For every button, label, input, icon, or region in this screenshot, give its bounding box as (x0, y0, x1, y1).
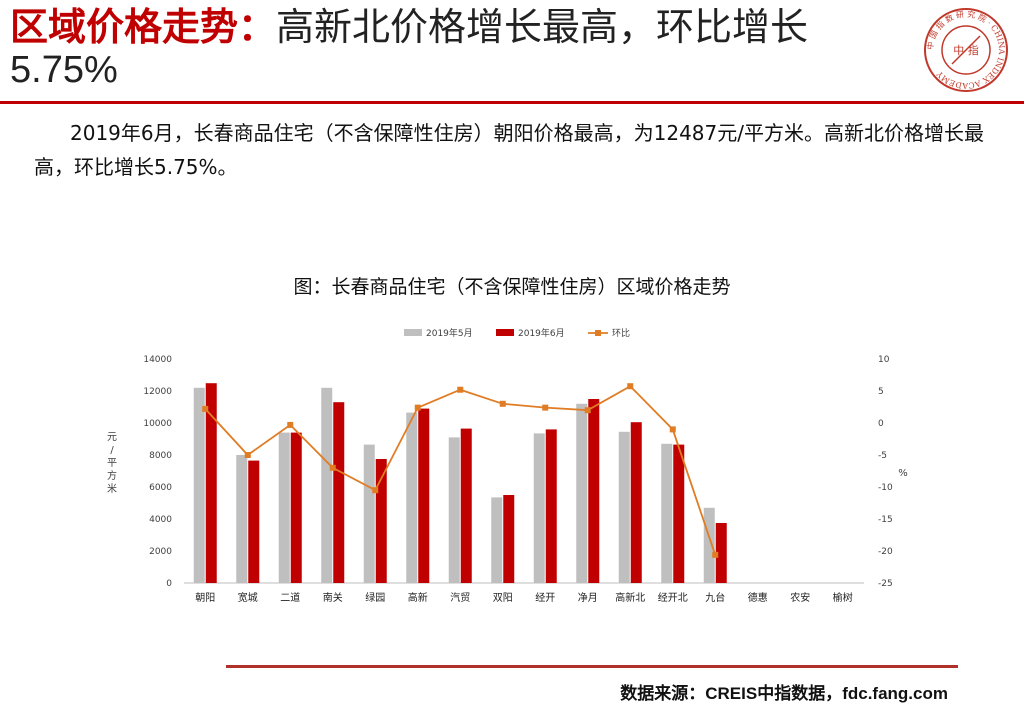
y-left-axis-label: 平 (107, 458, 117, 469)
y-right-tick-label: 5 (878, 387, 884, 397)
legend-swatch (404, 329, 422, 336)
mom-change-point (499, 400, 506, 407)
x-tick-label: 高新北 (615, 591, 645, 604)
y-right-tick-label: 10 (878, 355, 890, 365)
y-right-tick-label: -25 (878, 579, 893, 589)
mom-change-point (712, 551, 719, 558)
title-divider (0, 101, 1024, 104)
bar-june (205, 383, 217, 583)
bar-may (533, 433, 545, 583)
mom-change-point (287, 421, 294, 428)
x-tick-label: 汽贸 (450, 591, 470, 604)
bar-may (618, 431, 630, 583)
y-right-tick-label: 0 (878, 419, 884, 429)
bar-june (333, 402, 345, 583)
x-tick-label: 朝阳 (195, 592, 215, 604)
bar-june (503, 495, 515, 583)
y-left-tick-label: 2000 (149, 547, 172, 557)
y-left-axis-label: 米 (107, 482, 117, 495)
bar-may (576, 403, 588, 583)
y-right-axis-label: % (898, 468, 908, 479)
mom-change-point (627, 383, 634, 390)
bar-june (290, 432, 302, 583)
bar-may (363, 444, 375, 583)
x-tick-label: 净月 (578, 591, 598, 604)
y-left-tick-label: 10000 (143, 419, 172, 429)
bar-may (703, 507, 715, 583)
y-left-tick-label: 14000 (143, 355, 172, 365)
y-left-axis-label: / (110, 445, 114, 456)
summary-paragraph: 2019年6月，长春商品住宅（不含保障性住房）朝阳价格最高，为12487元/平方… (34, 121, 984, 179)
y-left-tick-label: 12000 (143, 387, 172, 397)
x-tick-label: 宽城 (238, 591, 258, 604)
y-left-tick-label: 8000 (149, 451, 172, 461)
y-right-tick-label: -10 (878, 483, 893, 493)
x-tick-label: 榆树 (833, 591, 853, 604)
x-tick-label: 双阳 (493, 592, 513, 604)
title-text: 高新北价格增长最高，环比增长 (276, 5, 809, 49)
x-tick-label: 经开 (535, 591, 555, 604)
bar-may (236, 455, 248, 583)
mom-change-point (669, 426, 676, 433)
x-tick-label: 南关 (323, 591, 343, 604)
bar-may (321, 387, 333, 583)
bar-may (406, 412, 418, 583)
bar-may (278, 432, 290, 583)
footer-divider (226, 665, 958, 668)
legend-label: 环比 (612, 327, 630, 339)
x-tick-label: 九台 (705, 591, 725, 604)
mom-change-point (457, 386, 464, 393)
x-tick-label: 高新 (408, 591, 428, 604)
summary-text: 2019年6月，长春商品住宅（不含保障性住房）朝阳价格最高，为12487元/平方… (34, 116, 1004, 184)
page-title: 区域价格走势：高新北价格增长最高，环比增长 5.75% (10, 4, 910, 90)
bar-may (448, 437, 460, 583)
mom-change-point (584, 407, 591, 414)
chart-heading: 图：长春商品住宅（不含保障性住房）区域价格走势 (293, 276, 731, 298)
legend-marker (595, 330, 601, 336)
legend-label: 2019年5月 (426, 327, 473, 339)
mom-change-point (542, 404, 549, 411)
x-tick-label: 农安 (790, 591, 810, 604)
x-tick-label: 德惠 (748, 591, 768, 604)
bar-may (491, 497, 503, 583)
bar-june (418, 408, 430, 583)
x-tick-label: 绿园 (365, 591, 385, 604)
china-index-academy-logo: 中 国 指 数 研 究 院 · CHINA INDEX ACADEMY 中 指 (924, 8, 1008, 92)
bar-june (375, 459, 387, 583)
bar-june (715, 523, 727, 583)
y-left-tick-label: 4000 (149, 515, 172, 525)
x-tick-label: 二道 (280, 591, 300, 604)
mom-change-point (244, 452, 251, 458)
y-left-axis-label: 元 (107, 432, 117, 443)
mom-change-point (202, 405, 209, 412)
bar-may (193, 387, 205, 583)
bar-june (673, 444, 685, 583)
mom-change-point (329, 464, 336, 471)
y-left-axis-label: 方 (107, 469, 117, 482)
data-source: 数据来源：CREIS中指数据，fdc.fang.com (620, 684, 948, 703)
y-left-tick-label: 0 (166, 579, 172, 589)
legend-swatch (496, 329, 514, 336)
y-right-tick-label: -5 (878, 451, 887, 461)
y-left-tick-label: 6000 (149, 483, 172, 493)
bar-may (661, 443, 673, 583)
bar-june (588, 399, 600, 583)
bar-june (460, 428, 472, 583)
y-right-tick-label: -20 (878, 547, 893, 557)
mom-change-point (414, 404, 421, 411)
legend-label: 2019年6月 (518, 327, 565, 339)
mom-change-point (372, 487, 379, 494)
title-highlight: 区域价格走势： (10, 5, 277, 49)
bar-june (630, 422, 642, 583)
x-tick-label: 经开北 (658, 591, 688, 604)
bar-june (545, 429, 557, 583)
bar-june (248, 460, 260, 583)
y-right-tick-label: -15 (878, 515, 893, 525)
title-line2: 5.75% (10, 49, 118, 91)
logo-center-text: 中 指 (953, 43, 979, 57)
